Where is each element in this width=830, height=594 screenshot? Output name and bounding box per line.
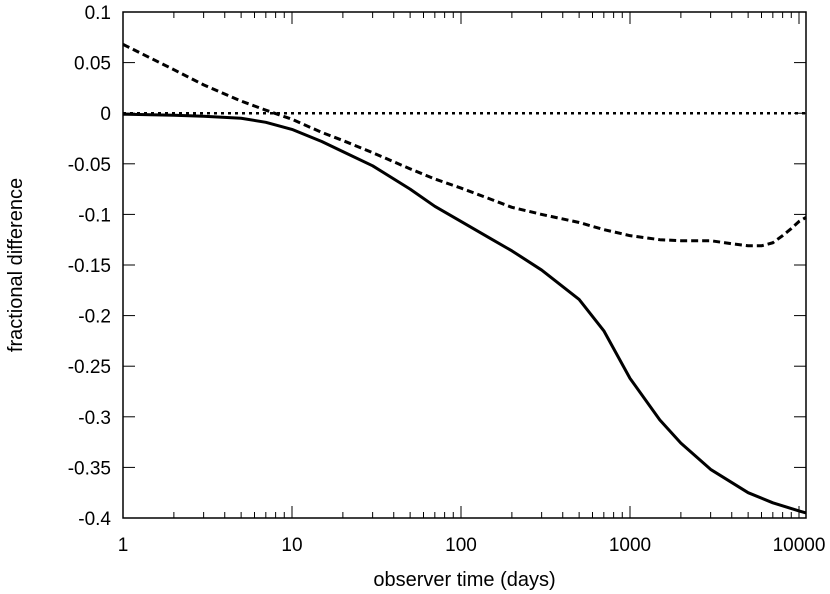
y-tick-label: -0.4 bbox=[78, 509, 111, 530]
ticks-layer bbox=[122, 11, 806, 519]
x-tick-label: 10000 bbox=[773, 535, 826, 556]
y-tick-label: -0.3 bbox=[78, 408, 111, 429]
x-tick-label: 1 bbox=[118, 535, 129, 556]
x-tick-label: 1000 bbox=[609, 535, 651, 556]
series-dashed-line bbox=[122, 43, 807, 248]
y-tick-label: -0.15 bbox=[68, 256, 111, 277]
plot-frame bbox=[122, 11, 807, 519]
labels-layer: 1 10 100 1000 10000 0.1 0.05 0 -0.05 -0.1 -0.15 -0.… bbox=[68, 3, 826, 556]
series-solid-line bbox=[122, 112, 807, 515]
x-tick-label: 10 bbox=[281, 535, 302, 556]
y-axis-label: fractional difference bbox=[5, 178, 27, 352]
y-tick-label: -0.35 bbox=[68, 458, 111, 479]
y-tick-label: 0.05 bbox=[74, 54, 111, 75]
y-tick-label: -0.25 bbox=[68, 357, 111, 378]
y-tick-label: 0 bbox=[100, 104, 111, 125]
y-tick-label: -0.05 bbox=[68, 155, 111, 176]
y-tick-label: -0.1 bbox=[78, 205, 111, 226]
x-tick-label: 100 bbox=[445, 535, 477, 556]
y-tick-label: -0.2 bbox=[78, 307, 111, 328]
y-tick-label: 0.1 bbox=[85, 3, 111, 24]
x-axis-label: observer time (days) bbox=[373, 569, 555, 591]
series-layer bbox=[122, 43, 807, 515]
